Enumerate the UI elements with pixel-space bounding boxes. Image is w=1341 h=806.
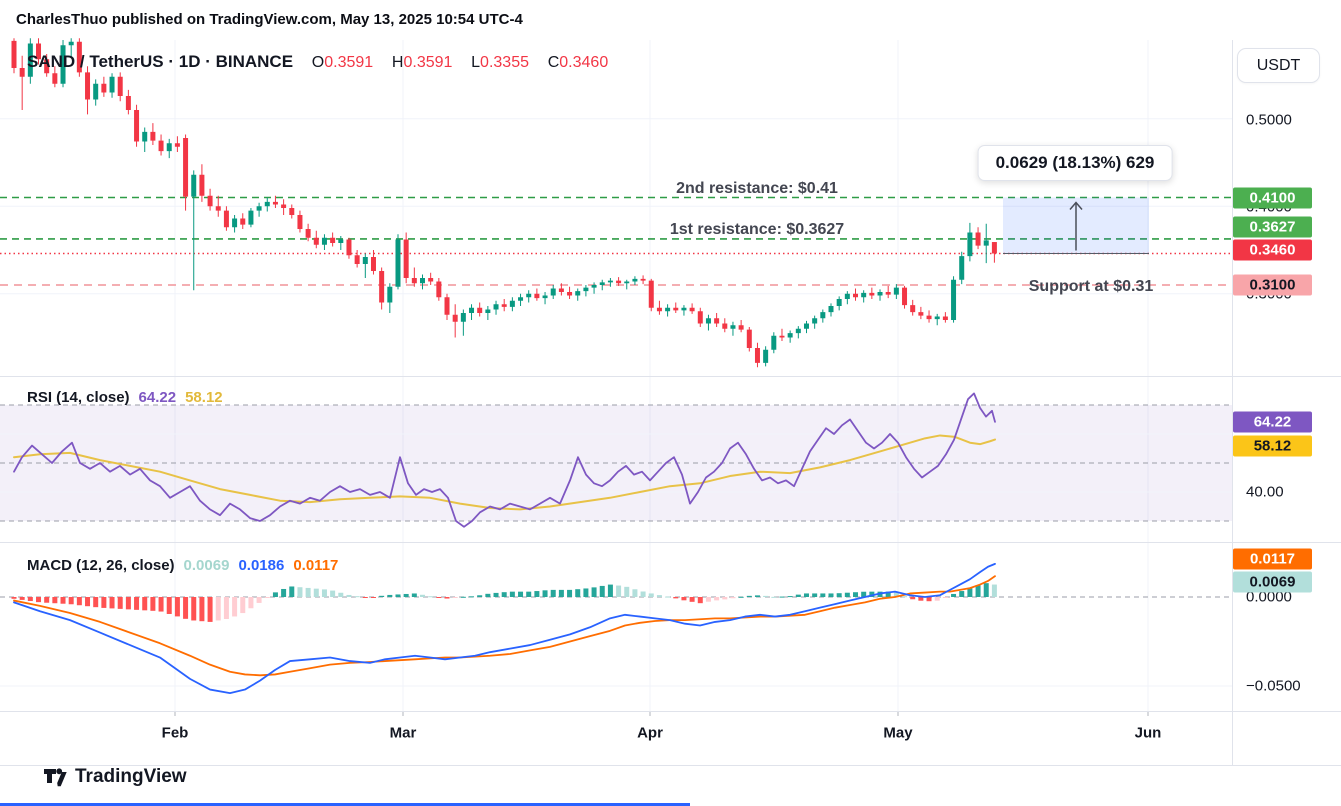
range-tooltip: 0.0629 (18.13%) 629 — [977, 145, 1173, 181]
ohlc-close: C0.3460 — [547, 54, 609, 71]
time-axis-label: May — [883, 724, 913, 742]
published-line: CharlesThuo published on TradingView.com… — [16, 11, 523, 28]
level-annotation[interactable]: 2nd resistance: $0.41 — [676, 180, 838, 197]
rsi-header[interactable]: RSI (14, close) 64.22 58.12 — [27, 389, 223, 406]
watermark[interactable]: TradingView — [43, 765, 187, 789]
time-axis-label: Mar — [389, 724, 417, 742]
macd-header[interactable]: MACD (12, 26, close) 0.0069 0.0186 0.0117 — [27, 557, 338, 574]
macd-hist-value: 0.0069 — [183, 557, 230, 574]
axis-price-badge: 0.0117 — [1233, 548, 1312, 570]
rsi-ma-value: 58.12 — [185, 389, 223, 406]
axis-price-badge: 58.12 — [1233, 435, 1312, 457]
axis-label: 40.00 — [1246, 483, 1284, 501]
axis-price-badge: 0.0069 — [1233, 571, 1312, 593]
ohlc-open: O0.3591 — [311, 54, 374, 71]
symbol-bar: SAND / TetherUS · 1D · BINANCE O0.3591 H… — [27, 52, 608, 72]
axis-price-badge: 0.3460 — [1233, 239, 1312, 261]
macd-line-value: 0.0186 — [238, 557, 285, 574]
currency-button[interactable]: USDT — [1237, 48, 1320, 83]
axis-price-badge: 0.3100 — [1233, 274, 1312, 296]
bottom-accent-line — [0, 803, 690, 806]
time-axis-label: Apr — [637, 724, 663, 742]
rsi-value: 64.22 — [138, 389, 177, 406]
rsi-title: RSI (14, close) — [27, 389, 130, 406]
axis-price-badge: 0.3627 — [1233, 216, 1312, 238]
macd-title: MACD (12, 26, close) — [27, 557, 175, 574]
watermark-text: TradingView — [75, 766, 187, 787]
symbol-title[interactable]: SAND / TetherUS · 1D · BINANCE — [27, 52, 294, 71]
axis-label: 0.0000 — [1246, 588, 1292, 606]
axis-price-badge: 0.4100 — [1233, 187, 1312, 209]
ohlc-low: L0.3355 — [471, 54, 529, 71]
axis-label: −0.0500 — [1246, 677, 1301, 695]
level-annotation[interactable]: Support at $0.31 — [1028, 278, 1154, 295]
macd-signal-value: 0.0117 — [293, 557, 339, 574]
tradingview-logo-icon — [44, 768, 67, 787]
axis-price-badge: 64.22 — [1233, 411, 1312, 433]
axis-label: 0.5000 — [1246, 111, 1292, 128]
time-axis-label: Jun — [1134, 724, 1162, 742]
time-axis-label: Feb — [161, 724, 189, 742]
level-annotation[interactable]: 1st resistance: $0.3627 — [669, 221, 845, 238]
ohlc-high: H0.3591 — [391, 54, 453, 71]
